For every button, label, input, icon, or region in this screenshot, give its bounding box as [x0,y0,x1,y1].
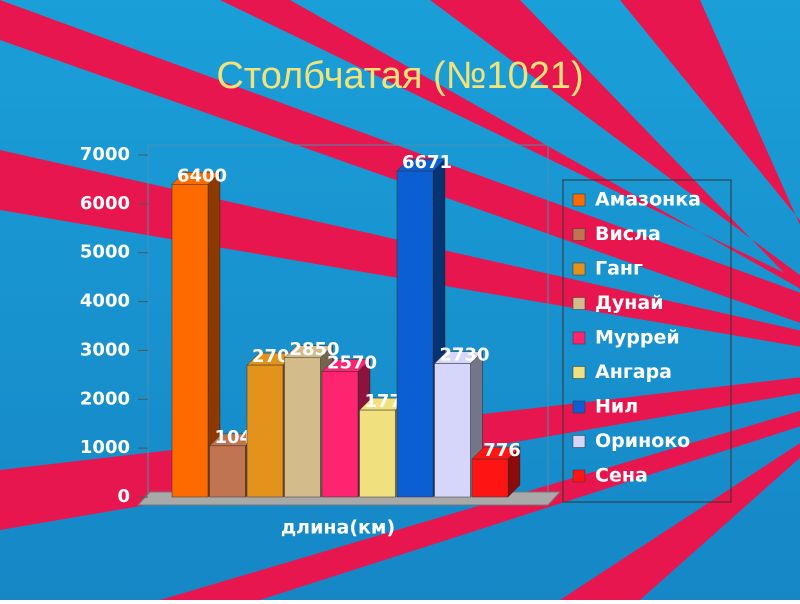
bar-front [471,458,509,498]
bar-front [284,357,321,498]
bar-front [171,184,209,498]
data-label: 2850 [289,339,339,360]
legend-swatch [572,469,586,483]
y-tick-label: 1000 [80,437,130,458]
legend-label: Ангара [595,361,672,383]
bar-front [434,363,471,498]
legend-swatch [572,228,586,241]
y-tick-label: 6000 [80,193,130,214]
legend-swatch [572,366,586,379]
x-axis-label: длина(км) [281,517,395,539]
legend-swatch [572,435,586,448]
legend-swatch [572,262,586,276]
y-tick-label: 7000 [80,144,130,165]
bar-side-shade [508,447,520,497]
legend-box [562,179,732,503]
data-label: 776 [483,440,521,461]
y-tick-label: 5000 [80,242,130,263]
bar-front [321,371,359,498]
data-label: 2730 [439,345,489,366]
bar [396,158,446,498]
legend-label: Ориноко [595,430,690,452]
bar [171,171,221,498]
legend-swatch [572,400,586,414]
legend-label: Висла [595,223,661,245]
bar [471,446,521,498]
legend-swatch [572,297,586,310]
legend-swatch [572,193,586,207]
legend-swatch [572,331,586,345]
bar-front [359,409,396,498]
data-label: 6671 [402,152,452,173]
chart-title: Столбчатая (№1021) [216,55,583,97]
y-tick-label: 4000 [80,291,130,312]
y-tick-label: 0 [117,486,130,507]
legend-label: Ганг [595,258,643,280]
legend-label: Дунай [595,292,664,314]
legend-label: Нил [595,396,638,418]
y-tick-label: 2000 [80,388,130,409]
legend-label: Сена [595,465,648,487]
legend-label: Муррей [595,327,680,349]
data-label: 2570 [327,352,377,373]
bar-front [396,170,434,498]
legend-label: Амазонка [595,189,701,211]
y-tick-label: 3000 [80,339,130,360]
bar-front [209,445,246,498]
data-label: 6400 [177,165,227,186]
bar-side-shade [208,172,220,498]
bar-front [246,364,284,498]
